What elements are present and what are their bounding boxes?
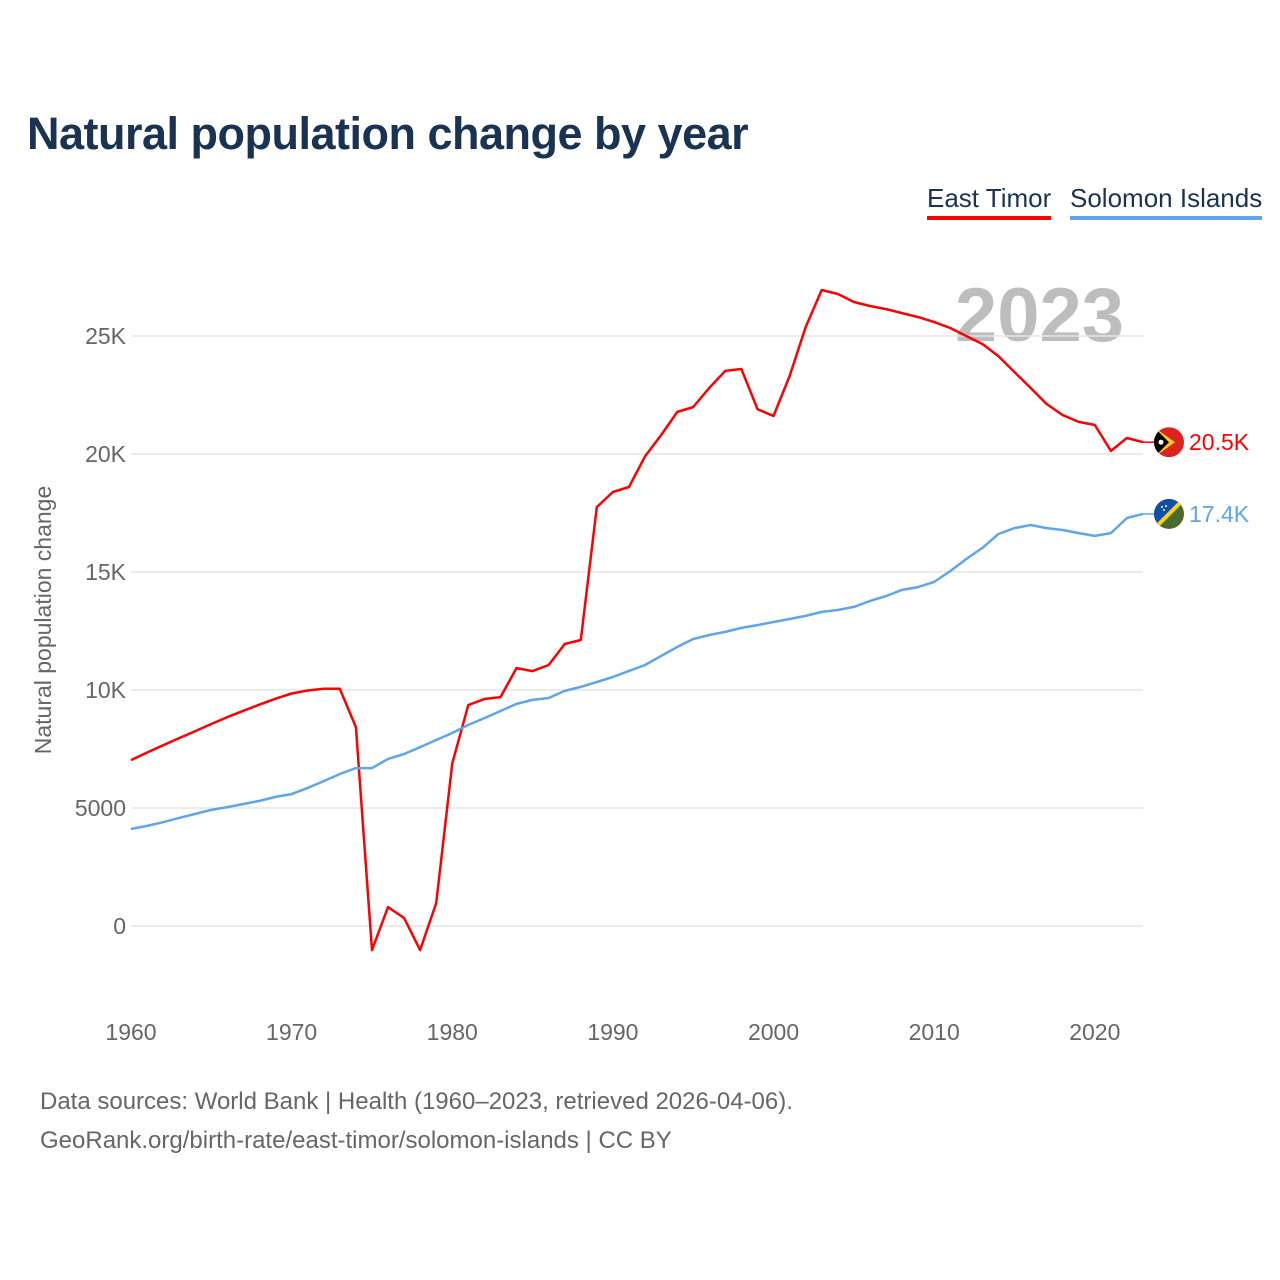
x-tick-label: 1970: [266, 1019, 317, 1045]
x-tick-label: 2000: [748, 1019, 799, 1045]
x-tick-label: 2010: [909, 1019, 960, 1045]
credit-text: GeoRank.org/birth-rate/east-timor/solomo…: [40, 1127, 672, 1154]
year-watermark: 2023: [955, 273, 1124, 358]
y-tick-label: 20K: [85, 441, 127, 467]
y-tick-label: 25K: [85, 323, 127, 349]
data-source-text: Data sources: World Bank | Health (1960–…: [40, 1088, 793, 1115]
x-tick-label: 2020: [1069, 1019, 1120, 1045]
end-value-label: 17.4K: [1189, 501, 1250, 527]
y-tick-label: 0: [113, 913, 126, 939]
x-tick-label: 1990: [587, 1019, 638, 1045]
chart-title: Natural population change by year: [27, 108, 749, 159]
y-tick-label: 10K: [85, 677, 127, 703]
x-tick-label: 1980: [427, 1019, 478, 1045]
series-line-east-timor: [130, 288, 1144, 952]
end-value-label: 20.5K: [1189, 429, 1250, 455]
solomon-islands-flag-icon: [1154, 498, 1184, 529]
y-tick-label: 15K: [85, 559, 127, 585]
y-axis-label: Natural population change: [30, 486, 56, 755]
x-tick-label: 1960: [105, 1019, 156, 1045]
legend-east-timor[interactable]: East Timor: [927, 183, 1052, 220]
series-line-solomon-islands: [130, 512, 1144, 831]
legend-solomon-islands[interactable]: Solomon Islands: [1070, 183, 1263, 220]
east-timor-flag-icon: [1154, 427, 1184, 458]
y-tick-label: 5000: [75, 795, 126, 821]
